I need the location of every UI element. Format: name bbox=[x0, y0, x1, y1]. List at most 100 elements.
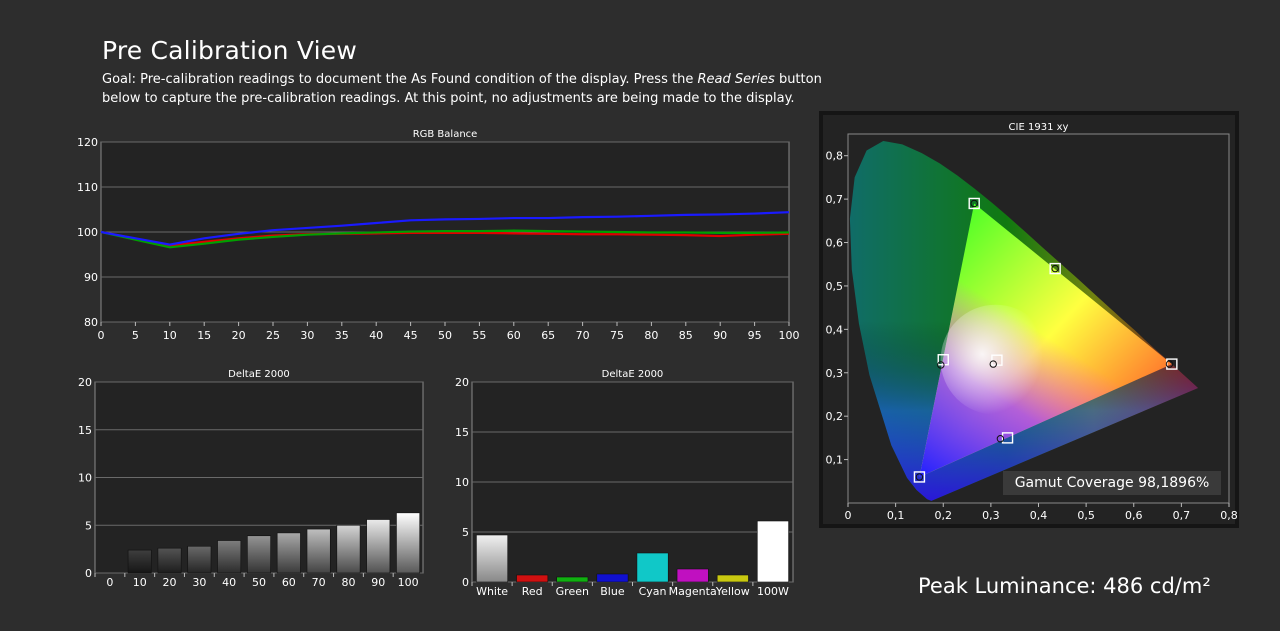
measured-green bbox=[970, 199, 978, 208]
y-tick-label: 0,4 bbox=[826, 323, 844, 336]
target-blue bbox=[913, 471, 926, 483]
bar-40 bbox=[217, 540, 242, 574]
bar-Green bbox=[556, 576, 589, 583]
x-tick-label: 15 bbox=[197, 329, 211, 342]
x-tick-label: Green bbox=[556, 585, 589, 598]
bar-Cyan bbox=[636, 552, 669, 583]
target-yellow bbox=[1049, 262, 1061, 275]
x-tick-label: 0 bbox=[98, 329, 105, 342]
series-line-2 bbox=[100, 211, 790, 246]
x-tick-label: 0,4 bbox=[1030, 509, 1048, 522]
x-tick-label: 65 bbox=[541, 329, 555, 342]
white-point-glow bbox=[940, 304, 1051, 415]
page-title: Pre Calibration View bbox=[102, 36, 357, 65]
x-tick-label: Red bbox=[522, 585, 543, 598]
target-white bbox=[991, 354, 1003, 366]
x-tick-label: 0,6 bbox=[1125, 509, 1143, 522]
measured-blue bbox=[915, 473, 924, 481]
x-tick-label: 0,2 bbox=[935, 509, 953, 522]
y-tick-label: 5 bbox=[462, 526, 469, 539]
x-tick-label: 0 bbox=[845, 509, 852, 522]
y-tick-label: 0 bbox=[462, 576, 469, 589]
y-tick-label: 0,7 bbox=[826, 193, 844, 206]
x-tick-label: 5 bbox=[132, 329, 139, 342]
y-tick-label: 80 bbox=[84, 316, 98, 329]
x-tick-label: 0,8 bbox=[1220, 509, 1238, 522]
bar-Red bbox=[516, 574, 549, 583]
y-tick-label: 0,8 bbox=[826, 150, 844, 163]
bar-Magenta bbox=[676, 568, 709, 583]
bar-80 bbox=[336, 524, 361, 574]
x-tick-label: 50 bbox=[438, 329, 452, 342]
bar-Blue bbox=[596, 573, 629, 583]
y-tick-label: 0,3 bbox=[826, 367, 844, 380]
y-tick-label: 90 bbox=[84, 271, 98, 284]
x-tick-label: 0,1 bbox=[887, 509, 905, 522]
read-series-reference: Read Series bbox=[697, 72, 775, 87]
grayscale-deltae-chart: DeltaE 2000 0 5 10 15 20 0 10 20 30 40 50 60 70 80 90 10… bbox=[78, 369, 424, 589]
x-tick-label: 0,5 bbox=[1077, 509, 1095, 522]
y-tick-label: 20 bbox=[455, 376, 469, 389]
measured-red bbox=[1165, 360, 1174, 368]
measured-cyan bbox=[937, 361, 945, 369]
x-tick-label: 100 bbox=[398, 576, 419, 589]
y-tick-label: 110 bbox=[77, 181, 98, 194]
x-tick-label: 30 bbox=[300, 329, 314, 342]
x-tick-label: 35 bbox=[335, 329, 349, 342]
x-tick-label: 10 bbox=[163, 329, 177, 342]
y-tick-label: 5 bbox=[85, 519, 92, 532]
y-tick-label: 0,6 bbox=[826, 237, 844, 250]
bar-60 bbox=[276, 532, 301, 574]
target-red bbox=[1166, 358, 1178, 370]
x-tick-label: 80 bbox=[644, 329, 658, 342]
x-tick-label: 50 bbox=[252, 576, 266, 589]
x-tick-label: 55 bbox=[472, 329, 486, 342]
peak-luminance: Peak Luminance: 486 cd/m² bbox=[918, 574, 1211, 598]
x-tick-label: 95 bbox=[748, 329, 762, 342]
rgb-balance-chart: RGB Balance 80 90 100 110 120 0 5 10 15 20 25 30 35 40… bbox=[77, 129, 800, 342]
x-tick-label: 40 bbox=[369, 329, 383, 342]
chart-title: CIE 1931 xy bbox=[1009, 122, 1069, 133]
target-magenta bbox=[1001, 432, 1014, 444]
bar-20 bbox=[157, 547, 182, 574]
y-tick-label: 120 bbox=[77, 136, 98, 149]
x-tick-label: 80 bbox=[341, 576, 355, 589]
y-tick-label: 15 bbox=[78, 424, 92, 437]
x-tick-label: 70 bbox=[312, 576, 326, 589]
x-tick-label: 0 bbox=[106, 576, 113, 589]
y-tick-label: 0,1 bbox=[826, 454, 844, 467]
bar-30 bbox=[187, 545, 212, 574]
bar-50 bbox=[247, 535, 271, 574]
x-tick-label: 60 bbox=[282, 576, 296, 589]
y-tick-label: 10 bbox=[78, 472, 92, 485]
bar-100W bbox=[756, 520, 789, 583]
y-tick-label: 10 bbox=[455, 476, 469, 489]
x-tick-label: Yellow bbox=[715, 585, 750, 598]
gamut-coverage-label: Gamut Coverage 98,1896% bbox=[1003, 471, 1221, 495]
bar-White bbox=[476, 534, 509, 583]
x-tick-label: 20 bbox=[232, 329, 246, 342]
bar-90 bbox=[366, 519, 391, 574]
x-tick-label: 70 bbox=[576, 329, 590, 342]
x-tick-label: 25 bbox=[266, 329, 280, 342]
chart-title: DeltaE 2000 bbox=[602, 369, 664, 380]
goal-suffix: button below to capture the pre-calibrat… bbox=[102, 72, 822, 106]
x-tick-label: 40 bbox=[222, 576, 236, 589]
x-tick-label: 100W bbox=[757, 585, 789, 598]
x-tick-label: 0,7 bbox=[1173, 509, 1191, 522]
chart-title: RGB Balance bbox=[413, 129, 478, 140]
x-tick-label: 85 bbox=[679, 329, 693, 342]
y-tick-label: 100 bbox=[77, 226, 98, 239]
y-tick-label: 15 bbox=[455, 426, 469, 439]
x-tick-label: 60 bbox=[507, 329, 521, 342]
x-tick-label: Magenta bbox=[669, 585, 717, 598]
target-green bbox=[968, 197, 980, 210]
bar-70 bbox=[306, 528, 331, 574]
x-tick-label: 30 bbox=[192, 576, 206, 589]
x-tick-label: Cyan bbox=[639, 585, 667, 598]
goal-text: Goal: Pre-calibration readings to docume… bbox=[102, 70, 862, 108]
y-tick-label: 20 bbox=[78, 376, 92, 389]
x-tick-label: 90 bbox=[371, 576, 385, 589]
measured-magenta bbox=[996, 435, 1005, 443]
